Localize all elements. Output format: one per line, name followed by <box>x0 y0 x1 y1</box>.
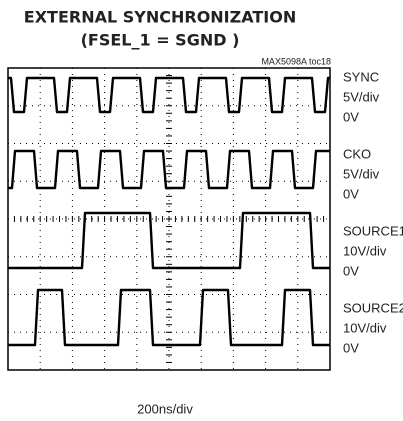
waveforms <box>8 76 330 347</box>
channel-level: 0V <box>343 340 359 355</box>
graticule <box>7 67 331 370</box>
channel-scale: 5V/div <box>343 166 380 181</box>
channel-name: SOURCE1 <box>343 223 403 238</box>
channel-name: SYNC <box>343 69 379 84</box>
title-line: EXTERNAL SYNCHRONIZATION <box>24 8 296 27</box>
channel-name: CKO <box>343 146 371 161</box>
channel-level: 0V <box>343 186 359 201</box>
channel-labels: SYNC 5V/div 0V CKO 5V/div 0V SOURCE1 10V/div 0V S… <box>343 69 403 355</box>
channel-level: 0V <box>343 263 359 278</box>
title-line: (FSEL_1 = SGND ) <box>81 31 240 50</box>
channel-scale: 5V/div <box>343 89 380 104</box>
waveform <box>8 288 330 347</box>
channel-name: SOURCE2 <box>343 300 403 315</box>
channel-scale: 10V/div <box>343 320 387 335</box>
channel-scale: 10V/div <box>343 243 387 258</box>
channel-level: 0V <box>343 109 359 124</box>
waveform <box>8 211 330 270</box>
waveform <box>8 149 330 190</box>
waveform <box>8 76 330 114</box>
timebase: 200ns/div <box>137 401 193 416</box>
figure-id: MAX5098A toc18 <box>261 56 331 66</box>
